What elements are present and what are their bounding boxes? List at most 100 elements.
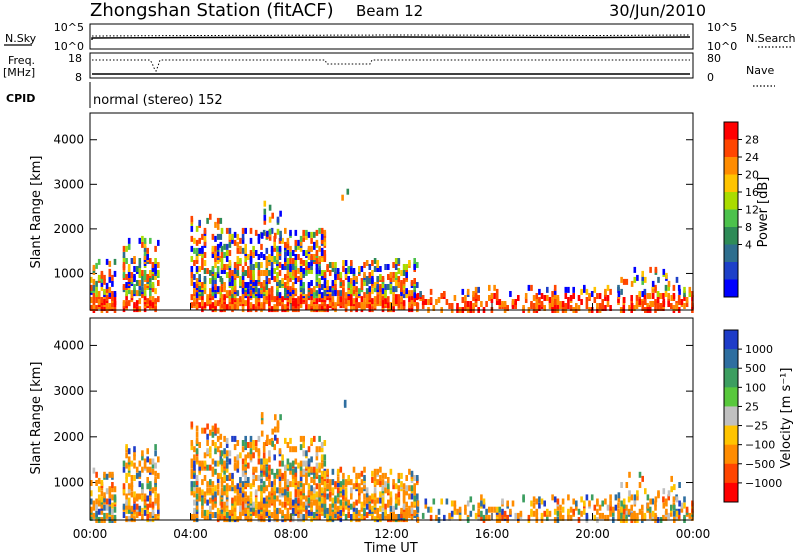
power-cell [214,262,217,268]
power-cell [193,247,196,254]
velocity-cell [216,514,220,520]
velocity-cell [342,479,345,486]
velocity-cell [241,509,245,516]
velocity-cell [289,497,292,504]
power-cell [307,245,311,252]
power-cell [365,276,369,282]
power-cell [352,284,356,290]
power-cell [376,284,379,290]
power-cell [331,290,335,297]
power-cell [540,301,544,307]
velocity-colorbar-frame [723,329,739,503]
velocity-colorbar-swatch [724,425,738,446]
power-cell [100,280,104,287]
velocity-cell [216,435,220,442]
velocity-cell [289,481,292,488]
power-cell [233,280,237,286]
power-cell [276,290,279,297]
velocity-cell [373,487,377,494]
velocity-cell [241,503,245,510]
power-cell [307,304,311,311]
power-cell [270,227,274,234]
power-cell [564,286,568,293]
velocity-cell [535,498,539,505]
power-cell [580,299,583,305]
power-cell [220,227,224,234]
power-cell [260,252,263,258]
power-cell [216,223,220,230]
power-cell [236,247,240,254]
power-cell [419,291,422,297]
velocity-cell [193,507,196,514]
power-cell [254,229,258,236]
power-cell [284,260,287,266]
power-cell [662,299,666,305]
velocity-cell [480,500,483,507]
power-cell [394,286,398,293]
velocity-cell [307,497,311,504]
power-cell [276,298,279,305]
power-cell [219,217,223,224]
power-cell [625,278,629,285]
power-cell [408,290,411,297]
velocity-cell [225,512,229,518]
velocity-cell [211,487,215,494]
velocity-cell [268,468,271,475]
power-cell [127,237,131,244]
power-cell [223,243,226,250]
velocity-cell [429,514,433,521]
velocity-cell [630,504,633,511]
power-cell [387,274,390,280]
power-cell [211,280,215,286]
power-cell [326,280,329,286]
power-cell [122,256,126,262]
power-cell [331,280,335,286]
power-cell [193,260,196,266]
power-cell [421,295,425,301]
power-cell [220,262,224,268]
power-cell [244,260,247,266]
nave-label: Nave [746,64,774,77]
power-cell [193,274,196,280]
velocity-cell [336,505,340,512]
velocity-cell [672,496,676,503]
velocity-cell [365,503,369,510]
power-cell [247,288,250,295]
velocity-cell [394,501,398,508]
power-cell [358,266,361,272]
velocity-colorbar-tick-label: −25 [745,420,768,433]
velocity-cell [203,509,207,516]
velocity-cell [614,494,618,501]
power-cell [294,260,298,266]
power-cell [347,276,350,282]
power-cell [654,266,658,273]
velocity-cell [273,454,276,461]
power-cell [654,299,657,305]
velocity-cell [596,498,599,505]
power-cell [262,296,266,303]
velocity-cell [223,509,226,516]
xtick-label: 04:00 [173,527,208,541]
power-cell [211,233,215,240]
power-cell [195,239,199,246]
velocity-cell [260,495,263,502]
power-cell [216,243,220,250]
power-cell [365,298,369,305]
velocity-cell [381,485,385,492]
velocity-cell [384,503,387,510]
power-cell [320,292,324,299]
power-cell [310,280,313,286]
power-cell [265,262,269,268]
power-cell [685,297,689,303]
velocity-cell [323,503,327,510]
velocity-cell [323,507,327,514]
velocity-cell [561,514,565,521]
power-cell [291,258,295,264]
power-cell [477,286,480,293]
velocity-cell [146,514,149,520]
power-cell [195,282,199,288]
power-cell [305,229,308,236]
power-cell [291,274,295,280]
velocity-colorbar-swatch [724,406,738,427]
velocity-cell [257,485,261,492]
